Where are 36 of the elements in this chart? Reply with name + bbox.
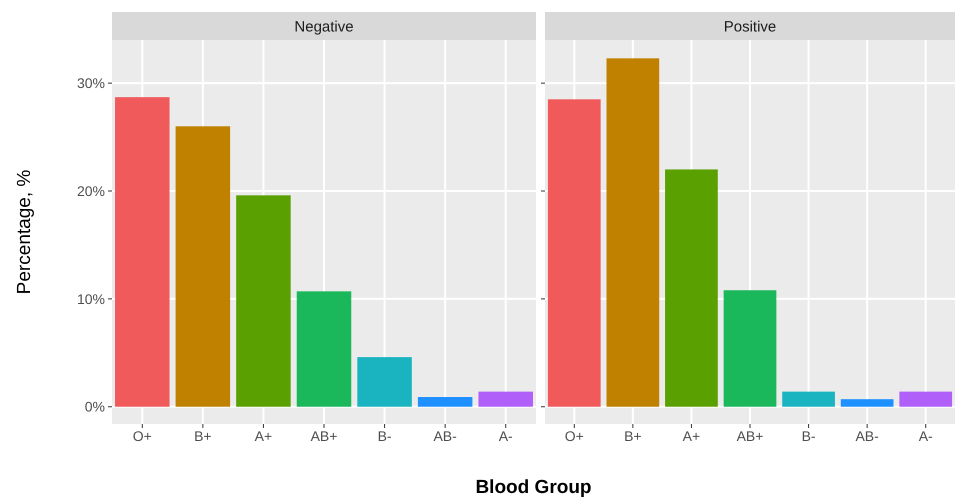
bar bbox=[176, 126, 230, 407]
x-tick-label: A- bbox=[918, 428, 934, 444]
chart-title: Positive bbox=[724, 18, 776, 36]
x-tick-label: O+ bbox=[564, 428, 584, 444]
x-tick-label: A+ bbox=[254, 428, 272, 444]
x-tick-label: B- bbox=[378, 428, 392, 444]
bar bbox=[296, 291, 352, 407]
bar bbox=[724, 290, 776, 407]
x-tick-label: AB+ bbox=[736, 428, 764, 444]
x-axis-title: Blood Group bbox=[475, 477, 592, 498]
x-tick-label: B- bbox=[802, 428, 816, 444]
bar bbox=[418, 397, 472, 407]
x-tick-label: A- bbox=[498, 428, 514, 444]
x-tick-label: AB- bbox=[433, 428, 458, 444]
bar bbox=[548, 99, 601, 407]
y-tick-label: 20% bbox=[76, 182, 105, 199]
chart-title: Negative bbox=[294, 18, 354, 36]
y-tick-label: 0% bbox=[84, 398, 105, 415]
bar bbox=[115, 97, 170, 407]
x-tick-label: A+ bbox=[682, 428, 700, 444]
x-tick-label: AB- bbox=[855, 428, 880, 444]
bar bbox=[357, 357, 412, 407]
y-tick-label: 30% bbox=[76, 75, 105, 92]
y-axis-title: Percentage, % bbox=[14, 170, 35, 294]
bar bbox=[665, 169, 718, 407]
y-tick-label: 10% bbox=[76, 290, 105, 307]
x-tick-label: B+ bbox=[624, 428, 642, 444]
bar bbox=[840, 399, 894, 407]
x-tick-label: B+ bbox=[194, 428, 212, 444]
x-tick-label: AB+ bbox=[310, 428, 338, 444]
bar bbox=[782, 392, 835, 407]
x-tick-label: O+ bbox=[132, 428, 152, 444]
bar bbox=[606, 58, 660, 407]
bar bbox=[899, 392, 952, 407]
bar bbox=[236, 195, 291, 407]
bar bbox=[478, 392, 533, 407]
